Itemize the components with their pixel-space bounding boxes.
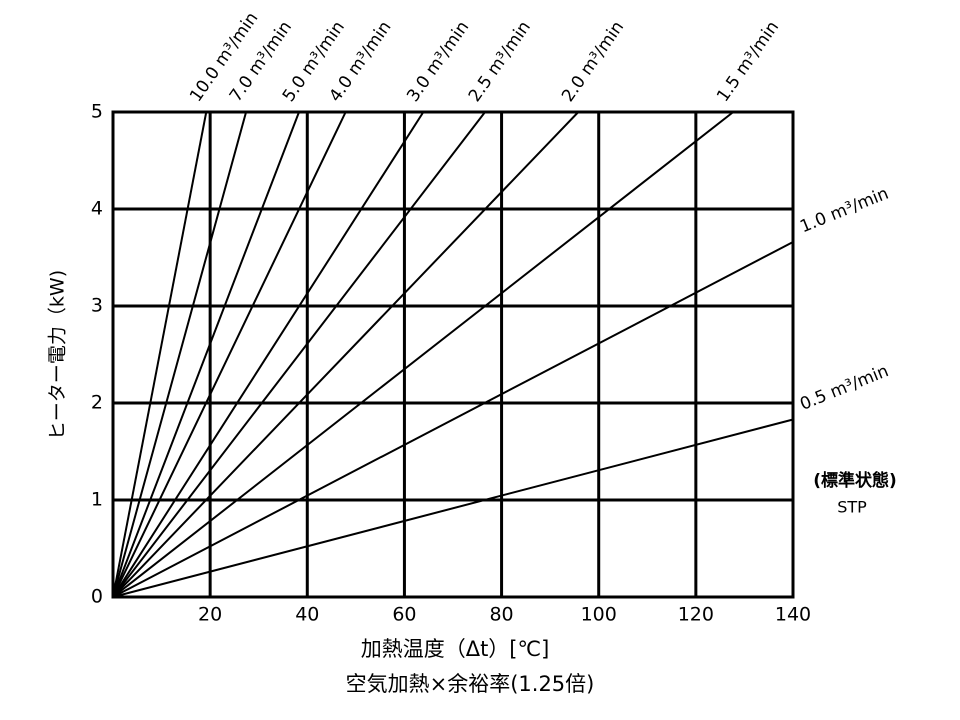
x-tick-label: 140 [775,604,811,626]
series-line [112,418,794,598]
line-label: 2.0 m³/min [558,18,628,106]
series-line [112,111,734,598]
y-axis-label: ヒーター電力（kW) [47,270,69,440]
series-line [112,111,580,598]
annotation: (標準状態) [813,470,897,491]
series-line [112,111,347,598]
plot-frame [111,110,795,599]
x-axis-label: 加熱温度（Δt）[℃] [361,637,550,661]
line-label: 0.5 m³/min [797,361,891,415]
line-label: 3.0 m³/min [403,18,473,106]
series-line [112,111,486,598]
x-tick-label: 100 [581,604,617,626]
y-tick-label: 0 [91,586,103,608]
x-tick-label: 20 [198,604,222,626]
series-line [112,111,425,598]
y-tick-label: 4 [91,198,103,220]
line-label: 1.5 m³/min [713,18,783,106]
x-tick-label: 40 [295,604,319,626]
annotation: STP [837,498,867,517]
series-line [112,111,300,598]
line-label: 1.0 m³/min [797,184,891,238]
y-tick-label: 1 [91,489,103,511]
line-label: 2.5 m³/min [465,18,535,106]
series-line [112,111,208,598]
y-tick-label: 3 [91,295,103,317]
x-tick-label: 80 [489,604,513,626]
series-line [112,241,794,598]
x-tick-label: 120 [678,604,714,626]
x-tick-label: 60 [392,604,416,626]
x-axis-label-2: 空気加熱×余裕率(1.25倍) [346,672,595,696]
series-line [112,111,248,598]
y-tick-label: 2 [91,392,103,414]
y-tick-label: 5 [91,101,103,123]
